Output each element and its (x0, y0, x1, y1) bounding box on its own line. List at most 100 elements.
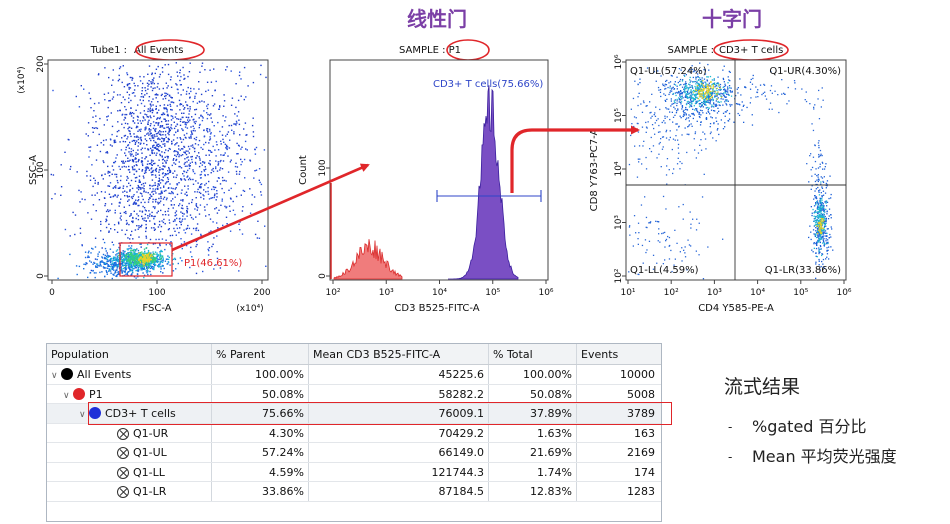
event-dot (170, 101, 172, 103)
column-header-total[interactable]: % Total (489, 344, 577, 364)
event-dot (144, 201, 146, 204)
event-dot (186, 227, 188, 229)
event-dot (159, 182, 162, 184)
event-dot (157, 203, 159, 205)
event-dot (715, 84, 717, 86)
table-row-q1-ll[interactable]: Q1-LL 4.59% 121744.3 1.74% 174 (47, 462, 661, 482)
event-dot (685, 90, 687, 93)
event-dot (820, 232, 822, 235)
plot3-xtick-label: 10¹ (620, 288, 635, 298)
event-dot (670, 249, 672, 252)
event-dot (197, 182, 199, 184)
table-row-all-events[interactable]: ∨ All Events 100.00% 45225.6 100.00% 1000… (47, 365, 661, 385)
event-dot (692, 89, 695, 92)
event-dot (83, 88, 85, 90)
event-dot (121, 123, 123, 125)
event-dot (97, 181, 99, 184)
event-dot (111, 84, 113, 86)
column-header-parent[interactable]: % Parent (212, 344, 309, 364)
event-dot (165, 173, 168, 175)
table-row-q1-ul[interactable]: Q1-UL 57.24% 66149.0 21.69% 2169 (47, 443, 661, 463)
event-dot (816, 175, 818, 177)
event-dot (811, 214, 813, 217)
event-dot (111, 125, 114, 128)
event-dot (688, 133, 690, 136)
event-dot (142, 187, 144, 189)
table-row-cd3-t-cells[interactable]: ∨ CD3+ T cells 75.66% 76009.1 37.89% 3789 (47, 404, 661, 424)
event-dot (811, 175, 813, 177)
event-dot (725, 89, 727, 91)
event-dot (146, 267, 148, 269)
event-dot (672, 86, 674, 88)
event-dot (225, 69, 227, 71)
event-dot (157, 164, 159, 167)
event-dot (821, 231, 823, 233)
event-dot (109, 270, 112, 272)
event-dot (650, 117, 652, 119)
event-dot (159, 244, 161, 247)
event-dot (716, 104, 718, 106)
event-dot (723, 85, 725, 88)
event-dot (821, 186, 823, 188)
event-dot (653, 71, 656, 73)
event-dot (680, 69, 682, 71)
event-dot (134, 158, 136, 160)
event-dot (696, 218, 698, 220)
event-dot (148, 257, 150, 260)
event-dot (129, 87, 132, 89)
event-dot (143, 268, 145, 270)
event-dot (147, 73, 149, 75)
event-dot (130, 107, 132, 109)
event-dot (658, 143, 660, 145)
event-dot (125, 258, 127, 260)
chevron-down-icon[interactable]: ∨ (63, 390, 70, 401)
chevron-down-icon[interactable]: ∨ (51, 371, 58, 381)
event-dot (135, 263, 137, 265)
event-dot (818, 179, 820, 181)
table-row-q1-lr[interactable]: Q1-LR 33.86% 87184.5 12.83% 1283 (47, 482, 661, 502)
event-dot (138, 168, 140, 170)
column-header-population[interactable]: Population (47, 344, 212, 364)
event-dot (150, 86, 152, 88)
column-header-events[interactable]: Events (581, 348, 619, 361)
event-dot (692, 81, 694, 83)
event-dot (813, 242, 815, 244)
event-dot (129, 256, 131, 258)
event-dot (669, 90, 672, 92)
event-dot (691, 113, 693, 115)
event-dot (139, 186, 141, 189)
event-dot (141, 256, 143, 258)
table-row-p1[interactable]: ∨ P1 50.08% 58282.2 50.08% 5008 (47, 384, 661, 404)
event-dot (143, 177, 145, 179)
event-dot (108, 175, 111, 177)
event-dot (111, 264, 113, 266)
event-dot (139, 266, 141, 268)
chevron-down-icon[interactable]: ∨ (79, 410, 86, 420)
table-row-q1-ur[interactable]: Q1-UR 4.30% 70429.2 1.63% 163 (47, 423, 661, 443)
event-dot (128, 260, 130, 262)
event-dot (167, 214, 170, 216)
event-dot (214, 208, 216, 210)
event-dot (159, 126, 161, 128)
event-dot (689, 104, 691, 106)
event-dot (256, 237, 259, 239)
event-dot (650, 136, 652, 139)
event-dot (153, 264, 156, 267)
event-dot (128, 204, 131, 207)
event-dot (150, 129, 152, 131)
event-dot (707, 85, 709, 87)
event-dot (825, 225, 827, 227)
event-dot (685, 95, 688, 97)
event-dot (136, 262, 138, 265)
column-header-mean[interactable]: Mean CD3 B525-FITC-A (309, 344, 489, 364)
event-dot (145, 210, 147, 212)
event-dot (730, 87, 732, 89)
event-dot (706, 83, 708, 85)
event-dot (705, 92, 707, 94)
event-dot (150, 132, 152, 135)
event-dot (144, 89, 147, 92)
event-dot (823, 231, 825, 233)
event-dot (128, 165, 130, 168)
event-dot (708, 97, 710, 99)
event-dot (664, 85, 666, 87)
